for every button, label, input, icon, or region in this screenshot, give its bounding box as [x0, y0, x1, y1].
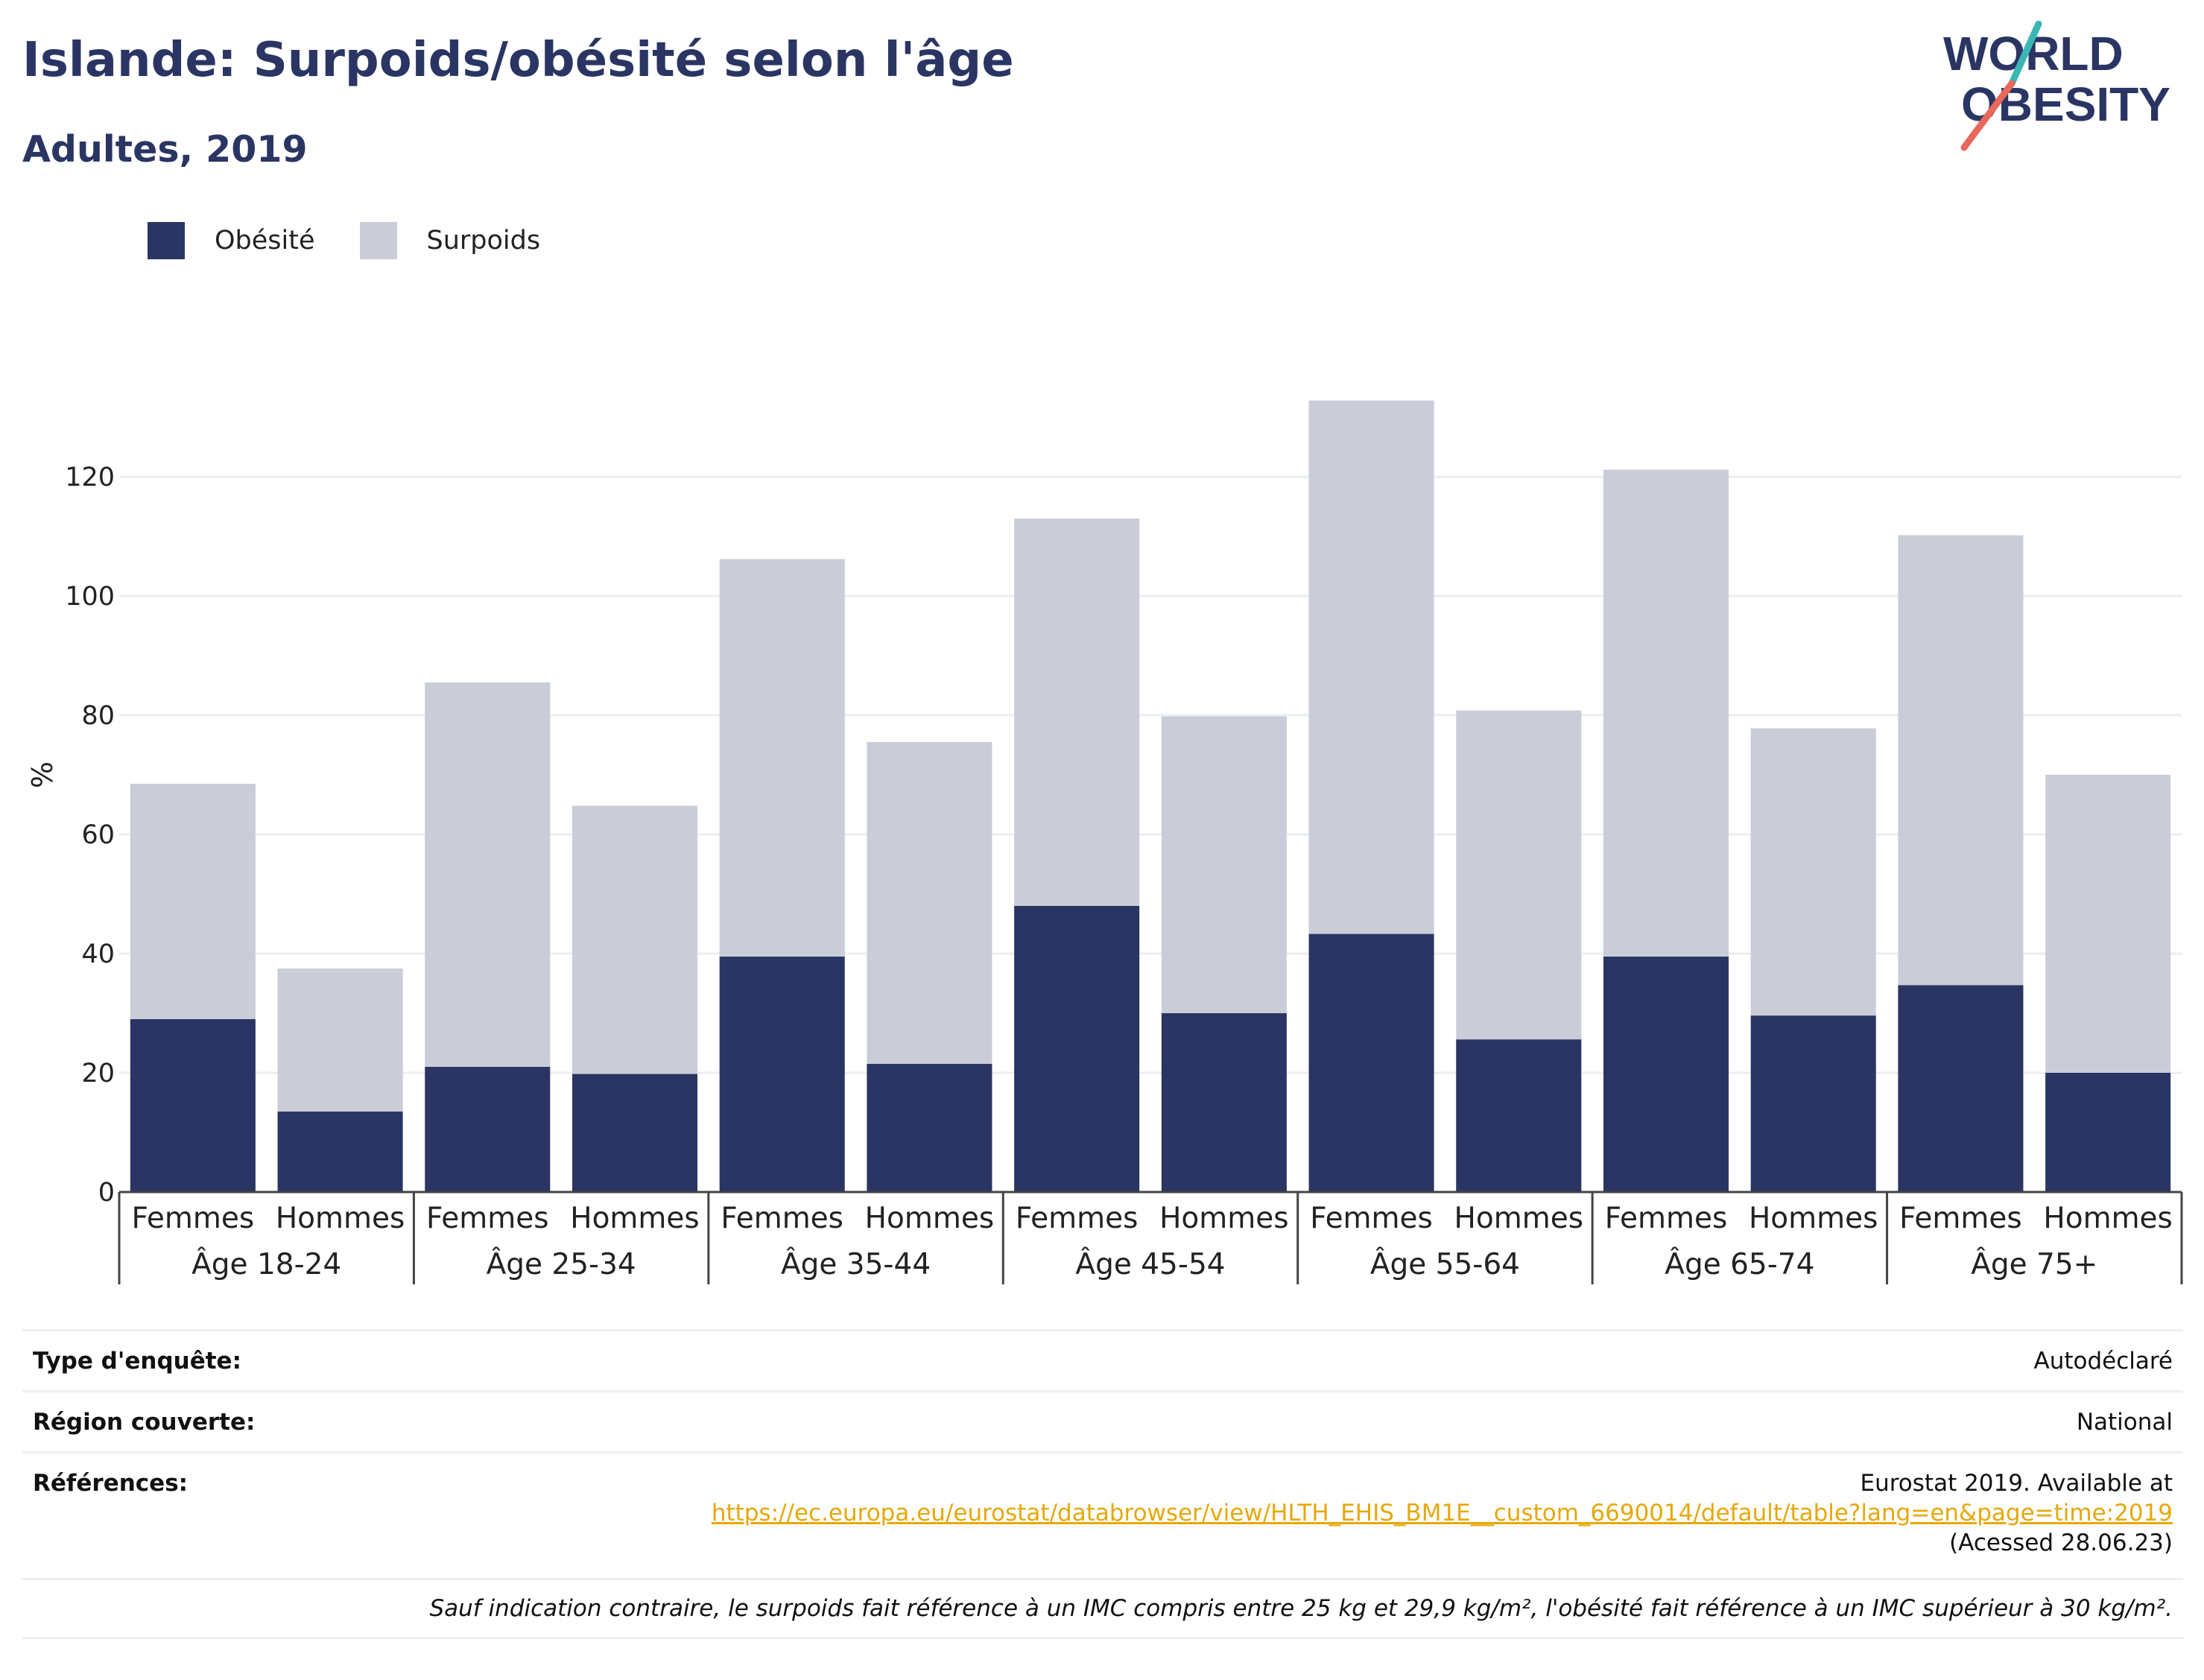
stacked-bar-chart: 0 20 40 60 80 100 120% Femmes Hommes Femmes Hommes… — [26, 400, 2183, 1284]
x-tick-label-sex: Hommes — [865, 1202, 994, 1235]
x-tick-label-sex: Femmes — [1899, 1202, 2022, 1235]
bar-surpoids — [1603, 469, 1729, 957]
survey-type-label: Type d'enquête: — [33, 1347, 241, 1375]
x-group-label: Âge 35-44 — [781, 1246, 931, 1281]
x-tick-label-sex: Hommes — [276, 1202, 405, 1235]
x-tick-label-sex: Femmes — [1605, 1202, 1728, 1235]
bar-surpoids — [130, 784, 256, 1019]
bar-surpoids — [277, 969, 403, 1112]
bar-obesite — [277, 1112, 403, 1192]
bar-surpoids — [1308, 400, 1434, 934]
region-label: Région couverte: — [33, 1408, 256, 1436]
references-source: Eurostat 2019. Available at — [1860, 1470, 2173, 1497]
y-tick-label: 100 — [65, 582, 115, 612]
x-group-label: Âge 75+ — [1971, 1246, 2097, 1281]
x-group-label: Âge 25-34 — [487, 1246, 636, 1281]
bar-surpoids — [1161, 716, 1287, 1013]
references-accessed: (Acessed 28.06.23) — [1949, 1530, 2173, 1556]
references-label: Références: — [33, 1470, 189, 1497]
bar-surpoids — [1456, 710, 1582, 1040]
bar-obesite — [571, 1074, 698, 1192]
bar-obesite — [1456, 1039, 1582, 1192]
bar-surpoids — [1898, 535, 2024, 986]
logo-slash-teal — [2008, 21, 2042, 87]
definition-note: Sauf indication contraire, le surpoids f… — [429, 1595, 2173, 1622]
bar-obesite — [130, 1019, 256, 1192]
bar-obesite — [1750, 1015, 1876, 1192]
bar-obesite — [1308, 933, 1434, 1192]
bar-surpoids — [867, 742, 992, 1064]
chart-subtitle: Adultes, 2019 — [22, 128, 308, 171]
bar-obesite — [719, 957, 845, 1192]
legend-item-obesity[interactable]: Obésité — [148, 222, 315, 259]
x-tick-label-sex: Femmes — [132, 1202, 255, 1235]
bar-obesite — [2045, 1073, 2171, 1192]
logo-slash-red — [1960, 80, 2015, 151]
bar-obesite — [867, 1064, 992, 1192]
legend-swatch-overweight — [359, 222, 397, 259]
world-obesity-logo: WORLD OBESITY — [1943, 21, 2170, 151]
y-tick-label: 80 — [81, 701, 115, 731]
survey-type-row: Type d'enquête: Autodéclaré — [22, 1329, 2183, 1390]
y-tick-label: 20 — [81, 1059, 115, 1088]
x-tick-label-sex: Hommes — [1454, 1202, 1583, 1235]
x-group-label: Âge 55-64 — [1370, 1246, 1520, 1281]
x-tick-label-sex: Hommes — [570, 1202, 699, 1235]
x-tick-label-sex: Femmes — [1016, 1202, 1139, 1235]
x-tick-label-sex: Hommes — [1159, 1202, 1288, 1235]
references-link[interactable]: https://ec.europa.eu/eurostat/databrowse… — [711, 1500, 2173, 1527]
x-group-label: Âge 18-24 — [191, 1246, 341, 1281]
y-axis-title: % — [26, 761, 59, 788]
bar-obesite — [1014, 906, 1140, 1192]
bar-surpoids — [1014, 519, 1140, 906]
x-tick-label-sex: Femmes — [721, 1202, 843, 1235]
legend-swatch-obesity — [148, 222, 185, 259]
y-tick-label: 120 — [65, 463, 115, 492]
x-tick-label-sex: Hommes — [1749, 1202, 1878, 1235]
bar-surpoids — [1750, 728, 1876, 1016]
bar-surpoids — [425, 682, 551, 1067]
survey-info-table: Type d'enquête: Autodéclaré Région couve… — [22, 1329, 2183, 1639]
bar-obesite — [1898, 985, 2024, 1192]
y-tick-label: 40 — [81, 939, 115, 969]
y-tick-label: 60 — [81, 820, 115, 850]
legend-label-obesity: Obésité — [215, 226, 315, 256]
bar-obesite — [1161, 1013, 1287, 1192]
bar-surpoids — [571, 805, 698, 1074]
x-tick-label-sex: Hommes — [2043, 1202, 2172, 1235]
references-row: Références: Eurostat 2019. Available at … — [22, 1451, 2183, 1578]
x-tick-label-sex: Femmes — [426, 1202, 549, 1235]
y-tick-label: 0 — [98, 1178, 115, 1208]
region-row: Région couverte: National — [22, 1390, 2183, 1451]
bar-surpoids — [2045, 775, 2171, 1073]
bar-obesite — [425, 1067, 551, 1192]
legend-item-overweight[interactable]: Surpoids — [359, 222, 541, 259]
x-group-label: Âge 65-74 — [1665, 1246, 1814, 1281]
bar-obesite — [1603, 957, 1729, 1192]
survey-type-value: Autodéclaré — [2033, 1347, 2173, 1375]
x-group-label: Âge 45-54 — [1075, 1246, 1225, 1281]
references-value: Eurostat 2019. Available at https://ec.e… — [712, 1468, 2173, 1558]
chart-legend: Obésité Surpoids — [148, 222, 585, 259]
bar-surpoids — [719, 559, 845, 957]
chart-title: Islande: Surpoids/obésité selon l'âge — [22, 33, 1014, 88]
x-tick-label-sex: Femmes — [1310, 1202, 1433, 1235]
region-value: National — [2076, 1408, 2173, 1436]
legend-label-overweight: Surpoids — [426, 226, 541, 256]
note-row: Sauf indication contraire, le surpoids f… — [22, 1578, 2183, 1639]
